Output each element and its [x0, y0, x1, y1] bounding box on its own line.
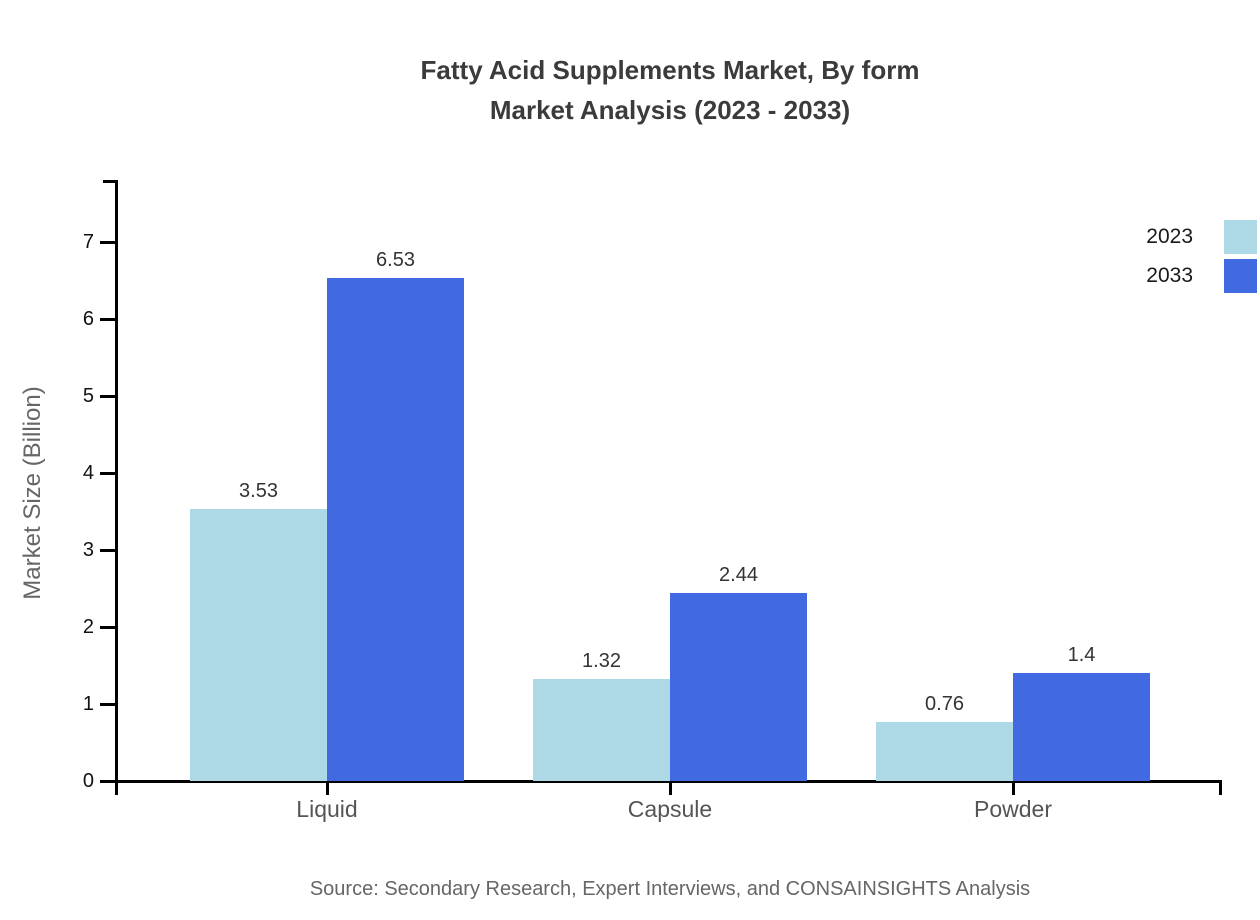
bar-2033-powder — [1013, 673, 1150, 781]
y-tick-mark — [100, 394, 118, 398]
legend: 2023 2033 — [1146, 220, 1257, 298]
y-tick-mark — [100, 471, 118, 475]
y-tick-mark — [100, 240, 118, 244]
bar-2033-capsule — [670, 593, 807, 781]
bar-2033-liquid — [327, 278, 464, 781]
category-label: Liquid — [296, 796, 358, 822]
x-axis-line — [108, 780, 1222, 783]
bar-2023-capsule — [533, 679, 670, 781]
chart-title-line1: Fatty Acid Supplements Market, By form — [420, 55, 920, 85]
y-tick-mark — [100, 548, 118, 552]
bar-2023-powder — [876, 722, 1013, 781]
y-axis-title: Market Size (Billion) — [19, 386, 46, 600]
y-tick-label: 6 — [82, 308, 94, 330]
value-label: 0.76 — [925, 693, 964, 716]
source-note: Source: Secondary Research, Expert Inter… — [309, 878, 1031, 900]
y-tick-label: 3 — [82, 539, 94, 561]
value-label: 2.44 — [719, 564, 758, 587]
y-tick-label: 0 — [82, 770, 94, 792]
y-axis-end-cap — [103, 180, 118, 183]
x-tick-mark — [1011, 783, 1015, 795]
y-tick-label: 5 — [82, 385, 94, 407]
legend-item: 2023 — [1146, 220, 1257, 254]
legend-swatch — [1224, 220, 1257, 254]
category-label: Powder — [974, 796, 1052, 822]
value-label: 6.53 — [376, 249, 415, 272]
y-tick-label: 4 — [82, 462, 94, 484]
chart-title: Fatty Acid Supplements Market, By form M… — [80, 50, 1260, 130]
legend-swatch — [1224, 259, 1257, 293]
legend-item: 2033 — [1146, 259, 1257, 293]
y-tick-label: 2 — [82, 616, 94, 638]
y-tick-label: 7 — [82, 231, 94, 253]
value-label: 1.32 — [582, 650, 621, 673]
chart-title-line2: Market Analysis (2023 - 2033) — [489, 95, 851, 125]
legend-label: 2023 — [1146, 225, 1193, 248]
x-tick-mark — [668, 783, 672, 795]
value-label: 3.53 — [239, 480, 278, 503]
y-tick-mark — [100, 779, 118, 783]
x-tick-mark — [325, 783, 329, 795]
y-tick-mark — [100, 317, 118, 321]
x-axis-end-cap — [1219, 780, 1222, 795]
legend-label: 2033 — [1146, 264, 1193, 287]
y-tick-mark — [100, 625, 118, 629]
plot-area: 0 1 2 3 4 5 6 7 3.53 6.53 Liquid 1.32 2.44 Capsule 0.7… — [83, 180, 1222, 822]
y-tick-mark — [100, 702, 118, 706]
value-label: 1.4 — [1067, 644, 1096, 667]
category-label: Capsule — [627, 796, 713, 822]
bar-2023-liquid — [190, 509, 327, 781]
y-tick-label: 1 — [82, 693, 94, 715]
y-axis-line — [115, 180, 118, 795]
